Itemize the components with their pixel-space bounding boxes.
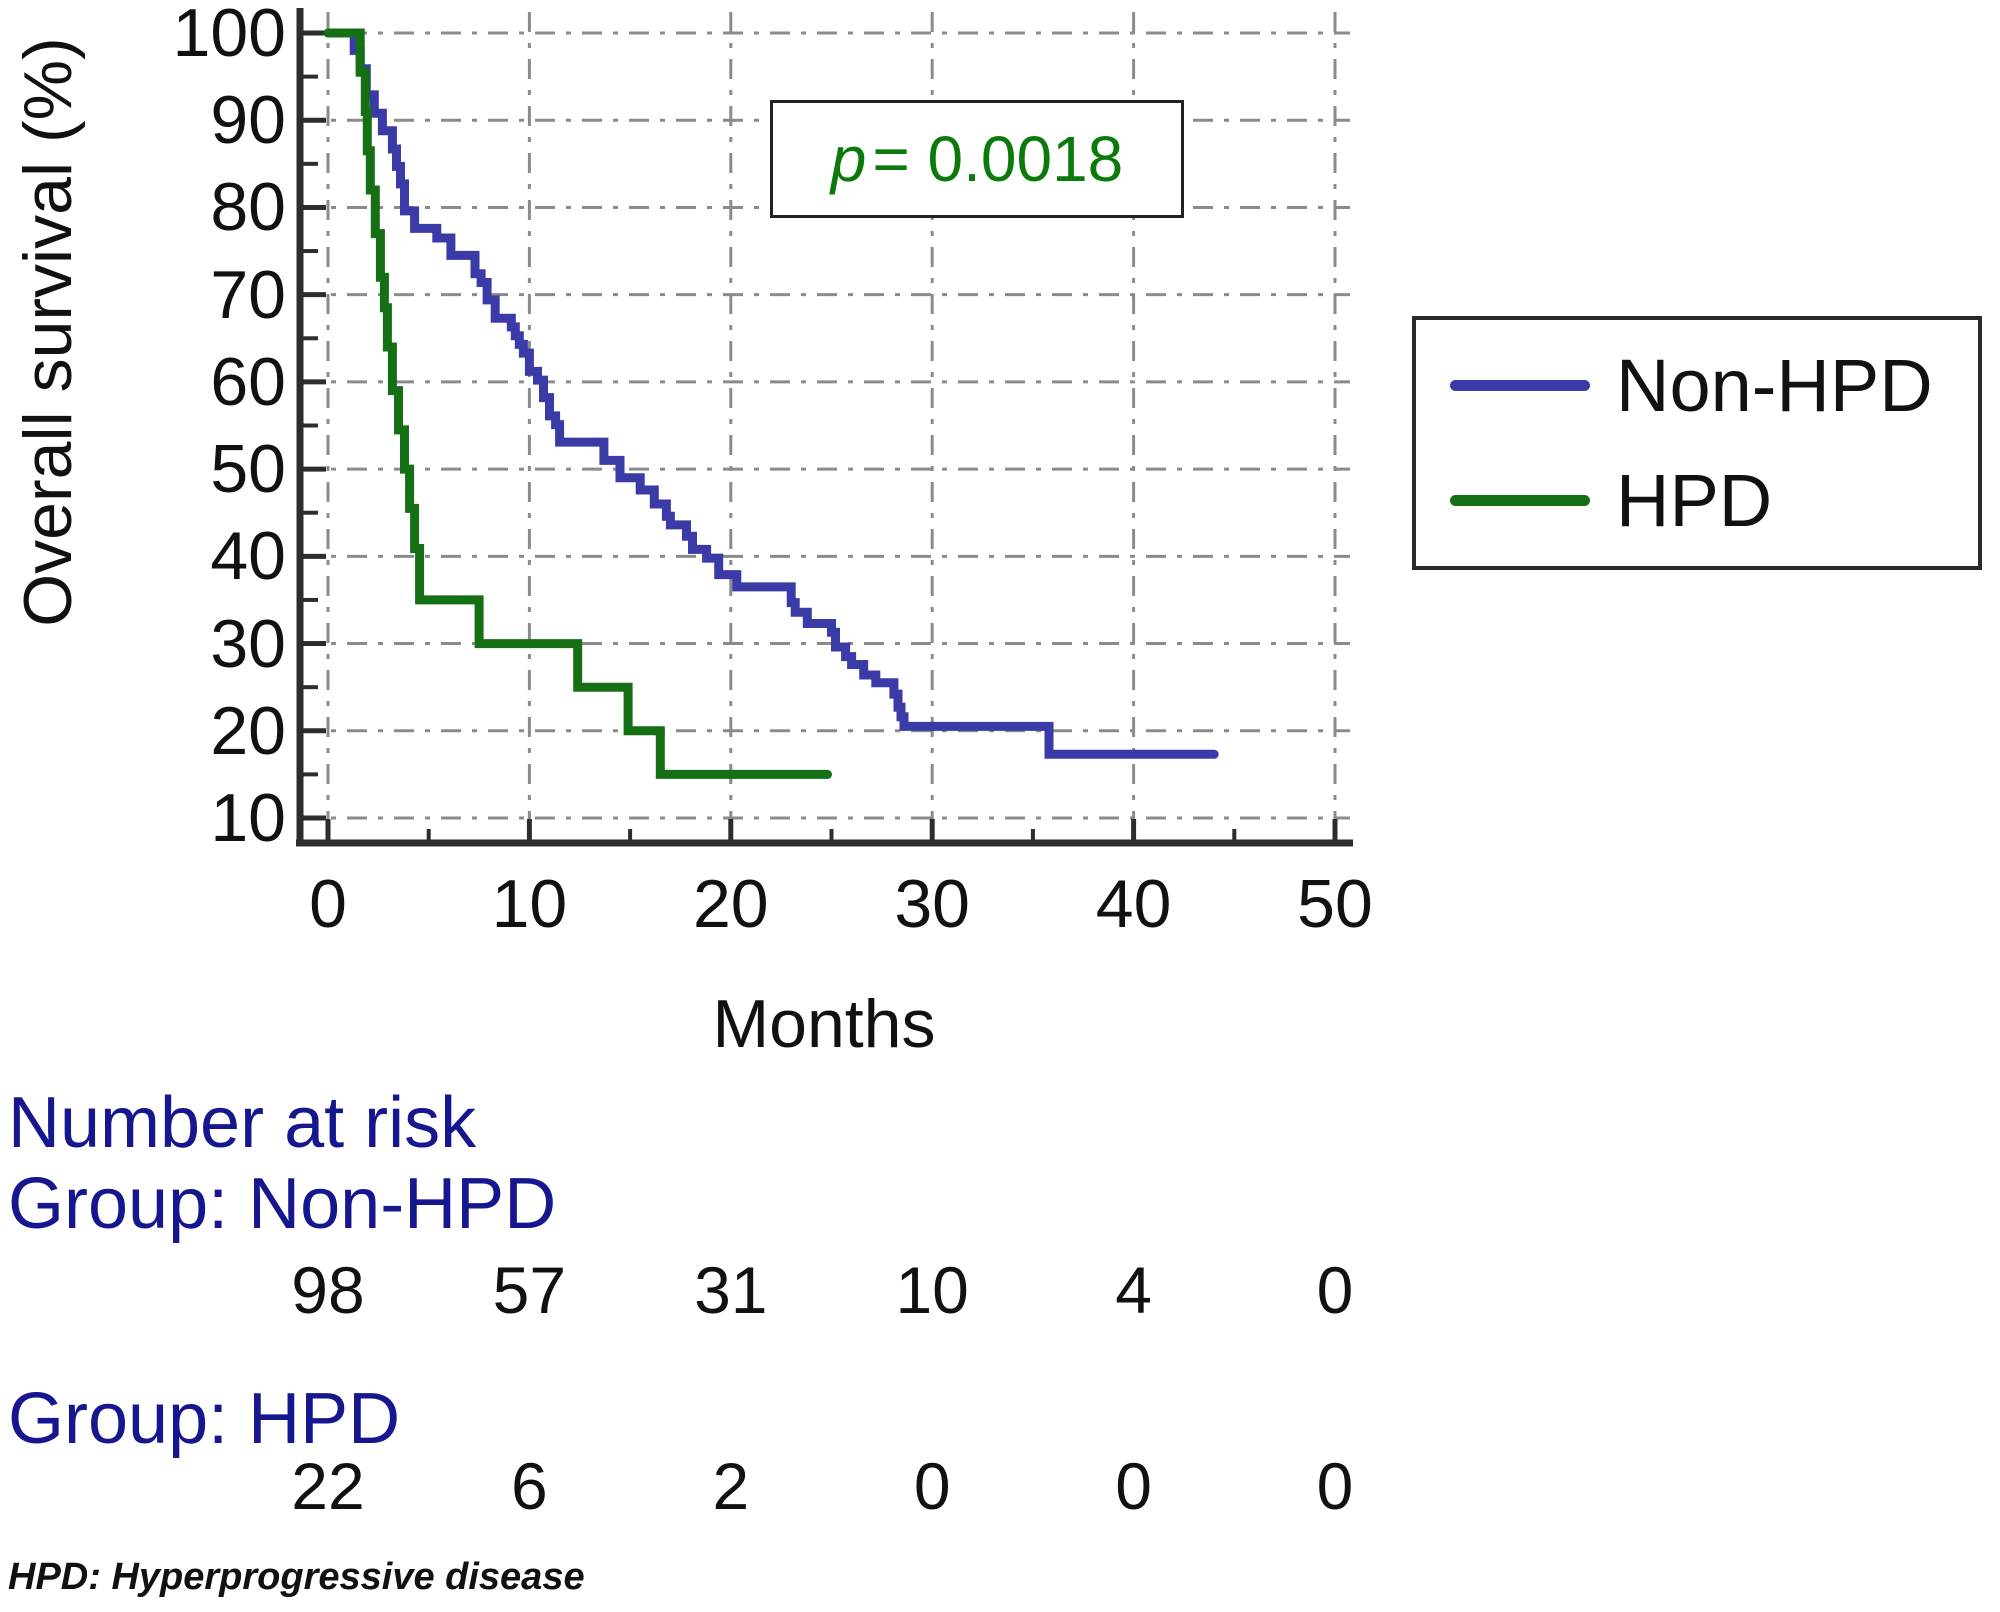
tick-marks (303, 30, 1338, 841)
risk-count: 2 (712, 1449, 750, 1523)
x-tick-label: 0 (309, 866, 347, 942)
y-tick-label: 10 (210, 779, 286, 856)
x-axis-title: Months (712, 986, 936, 1062)
p-value-box: p = 0.0018 (770, 100, 1184, 218)
y-tick-label: 70 (210, 256, 286, 333)
risk-group-label-hpd: Group: HPD (8, 1379, 401, 1459)
survival-curve-nonhpd (323, 28, 1219, 759)
survival-curve-hpd (323, 28, 832, 779)
legend-line-swatch-nonhpd (1450, 380, 1590, 391)
legend-entry-nonhpd: Non-HPD (1450, 343, 1978, 428)
x-tick-label: 20 (692, 866, 769, 942)
risk-count: 10 (895, 1253, 969, 1327)
y-tick-label: 50 (210, 431, 286, 508)
risk-count: 31 (694, 1253, 768, 1327)
y-tick-label: 30 (210, 605, 286, 682)
risk-table-title: Number at risk (8, 1083, 477, 1163)
x-tick-label: 40 (1095, 866, 1172, 942)
legend-entry-hpd: HPD (1450, 458, 1978, 543)
risk-count: 0 (1316, 1449, 1354, 1523)
legend-line-swatch-hpd (1450, 495, 1590, 506)
risk-group-label-nonhpd: Group: Non-HPD (8, 1164, 557, 1244)
risk-count: 57 (492, 1253, 567, 1327)
risk-count: 0 (1316, 1253, 1354, 1327)
y-tick-label: 40 (210, 518, 286, 595)
legend-label-hpd: HPD (1616, 459, 1773, 542)
y-tick-label: 80 (210, 169, 286, 246)
axes (296, 8, 1353, 847)
risk-count: 0 (913, 1449, 951, 1523)
legend: Non-HPD HPD (1412, 316, 1982, 570)
y-axis-title: Overall survival (%) (10, 37, 86, 627)
risk-count: 98 (291, 1253, 365, 1327)
x-tick-label: 10 (491, 866, 568, 942)
risk-count: 4 (1115, 1253, 1152, 1327)
risk-count: 0 (1115, 1449, 1152, 1523)
y-tick-label: 100 (172, 0, 286, 71)
p-value-text: = 0.0018 (872, 123, 1124, 195)
x-tick-label: 50 (1297, 866, 1373, 942)
y-tick-label: 60 (210, 343, 286, 420)
x-tick-label: 30 (894, 866, 970, 942)
legend-label-nonhpd: Non-HPD (1616, 344, 1933, 427)
y-tick-label: 90 (210, 82, 286, 159)
risk-count: 22 (291, 1449, 365, 1523)
p-value-symbol: p (830, 123, 867, 195)
risk-count: 6 (511, 1449, 548, 1523)
y-tick-label: 20 (210, 692, 286, 769)
footnote: HPD: Hyperprogressive disease (8, 1556, 585, 1598)
